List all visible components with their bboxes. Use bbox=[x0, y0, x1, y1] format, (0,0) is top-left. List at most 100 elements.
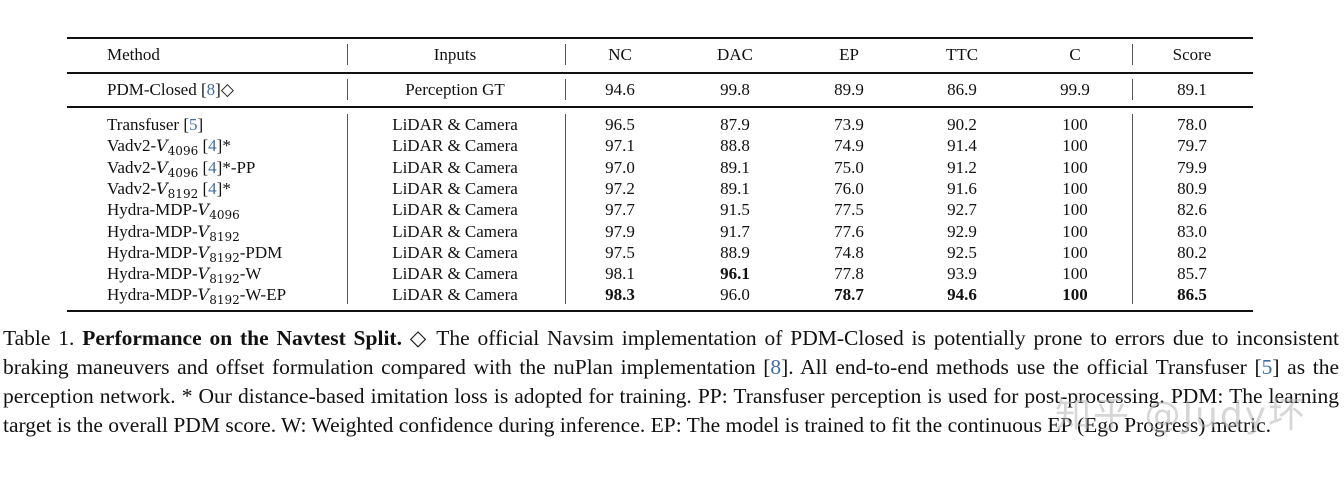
metric-value: 100 bbox=[1062, 264, 1088, 284]
metric-value: 89.1 bbox=[720, 157, 750, 177]
metric-value: 97.2 bbox=[605, 178, 635, 198]
metric-value: 96.1 bbox=[720, 264, 750, 284]
column-header: NC bbox=[608, 45, 632, 64]
metric-value: 97.9 bbox=[605, 221, 635, 241]
vocabulary-symbol: V bbox=[156, 178, 168, 198]
vocabulary-symbol: V bbox=[197, 200, 210, 220]
metric-value: 77.6 bbox=[834, 221, 864, 241]
metric-value: 86.9 bbox=[947, 80, 977, 99]
watermark: 知乎 @Judy坏 bbox=[1055, 395, 1307, 436]
vocabulary-symbol: V bbox=[197, 242, 210, 262]
metric-value: 98.1 bbox=[605, 264, 635, 284]
citation-link[interactable]: 8 bbox=[206, 80, 216, 99]
column-divider bbox=[565, 114, 566, 304]
column-divider bbox=[565, 44, 566, 65]
column-header: TTC bbox=[945, 45, 979, 64]
inputs-cell: LiDAR & Camera bbox=[392, 178, 518, 198]
method-name: Hydra-MDP-V8192-PDM bbox=[107, 242, 283, 265]
citation-link[interactable]: 5 bbox=[189, 115, 198, 134]
citation-link[interactable]: 5 bbox=[1261, 355, 1273, 379]
column-header: Score bbox=[1172, 45, 1212, 64]
column-divider bbox=[1132, 79, 1133, 100]
vocabulary-symbol: V bbox=[156, 157, 168, 177]
metric-value: 74.9 bbox=[834, 136, 864, 156]
method-name: Vadv2-V4096 [4]*-PP bbox=[107, 157, 256, 180]
vocabulary-size: 8192 bbox=[167, 186, 199, 201]
method-name: Transfuser [5] bbox=[107, 115, 204, 134]
inputs-cell: LiDAR & Camera bbox=[392, 221, 518, 241]
inputs-cell: LiDAR & Camera bbox=[392, 200, 518, 220]
inputs-cell: LiDAR & Camera bbox=[392, 157, 518, 177]
metric-value: 98.3 bbox=[605, 285, 635, 305]
metric-value: 97.5 bbox=[605, 242, 635, 262]
metric-value: 91.5 bbox=[720, 200, 750, 220]
metric-value: 75.0 bbox=[834, 157, 864, 177]
metric-value: 94.6 bbox=[605, 80, 635, 99]
method-name: PDM-Closed [8]◇ bbox=[107, 80, 234, 99]
vocabulary-size: 4096 bbox=[167, 144, 199, 159]
column-divider bbox=[1132, 44, 1133, 65]
metric-value: 89.9 bbox=[834, 80, 864, 99]
metric-value: 91.4 bbox=[947, 136, 977, 156]
metric-value: 94.6 bbox=[947, 285, 977, 305]
metric-value: 100 bbox=[1062, 200, 1088, 220]
metric-value: 100 bbox=[1062, 178, 1088, 198]
metric-value: 100 bbox=[1062, 242, 1088, 262]
vocabulary-symbol: V bbox=[156, 136, 168, 156]
metric-value: 80.2 bbox=[1177, 242, 1207, 262]
metric-value: 89.1 bbox=[1177, 80, 1207, 99]
vocabulary-size: 8192 bbox=[209, 229, 240, 244]
citation-link[interactable]: 4 bbox=[208, 178, 217, 198]
metric-value: 89.1 bbox=[720, 178, 750, 198]
metric-value: 78.0 bbox=[1177, 115, 1207, 134]
inputs-cell: LiDAR & Camera bbox=[392, 242, 518, 262]
citation-link[interactable]: 4 bbox=[208, 136, 217, 156]
metric-value: 96.0 bbox=[720, 285, 750, 305]
metric-value: 100 bbox=[1062, 221, 1088, 241]
metric-value: 73.9 bbox=[834, 115, 864, 134]
metric-value: 100 bbox=[1062, 285, 1088, 305]
table-rule bbox=[67, 37, 1253, 39]
metric-value: 87.9 bbox=[720, 115, 750, 134]
metric-value: 92.7 bbox=[947, 200, 977, 220]
metric-value: 80.9 bbox=[1177, 178, 1207, 198]
vocabulary-size: 4096 bbox=[209, 208, 240, 223]
metric-value: 97.7 bbox=[605, 200, 635, 220]
citation-link[interactable]: 4 bbox=[208, 157, 217, 177]
metric-value: 79.9 bbox=[1177, 157, 1207, 177]
metric-value: 83.0 bbox=[1177, 221, 1207, 241]
metric-value: 91.7 bbox=[720, 221, 750, 241]
metric-value: 88.9 bbox=[720, 242, 750, 262]
column-divider bbox=[347, 114, 348, 304]
vocabulary-symbol: V bbox=[197, 221, 210, 241]
metric-value: 92.5 bbox=[947, 242, 977, 262]
method-name: Vadv2-V8192 [4]* bbox=[107, 178, 231, 201]
vocabulary-size: 8192 bbox=[209, 293, 240, 308]
metric-value: 78.7 bbox=[834, 285, 864, 305]
column-divider bbox=[347, 79, 348, 100]
inputs-cell: LiDAR & Camera bbox=[392, 136, 518, 156]
table-rule bbox=[67, 310, 1253, 312]
column-header: Inputs bbox=[433, 45, 477, 64]
metric-value: 100 bbox=[1062, 157, 1088, 177]
column-header: EP bbox=[839, 45, 859, 64]
citation-link[interactable]: 8 bbox=[770, 355, 782, 379]
metric-value: 100 bbox=[1062, 136, 1088, 156]
metric-value: 74.8 bbox=[834, 242, 864, 262]
metric-value: 90.2 bbox=[947, 115, 977, 134]
metric-value: 79.7 bbox=[1177, 136, 1207, 156]
column-header: Method bbox=[107, 45, 160, 64]
table-caption: Table 1. Performance on the Navtest Spli… bbox=[3, 326, 1339, 437]
method-name: Hydra-MDP-V4096 bbox=[107, 200, 240, 223]
metric-value: 99.8 bbox=[720, 80, 750, 99]
method-name: Hydra-MDP-V8192-W bbox=[107, 264, 262, 287]
metric-value: 97.1 bbox=[605, 136, 635, 156]
caption-label: Table 1. bbox=[3, 326, 83, 350]
column-header: C bbox=[1069, 45, 1081, 64]
metric-value: 100 bbox=[1062, 115, 1088, 134]
inputs-cell: LiDAR & Camera bbox=[392, 285, 518, 305]
metric-value: 91.6 bbox=[947, 178, 977, 198]
vocabulary-size: 4096 bbox=[167, 165, 199, 180]
table-rule bbox=[67, 72, 1253, 74]
vocabulary-symbol: V bbox=[197, 264, 210, 284]
